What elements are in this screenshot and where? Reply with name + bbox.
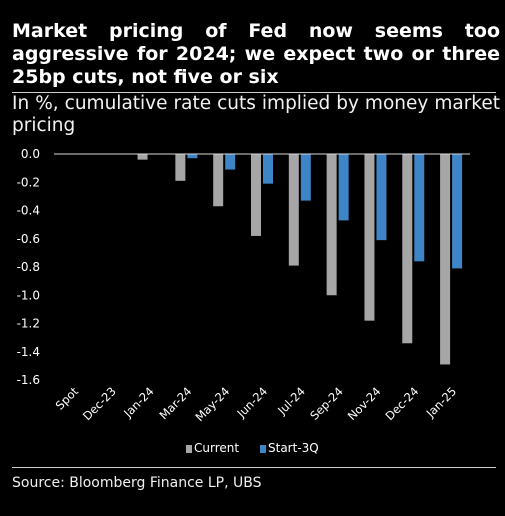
y-tick-label: -1.6 (17, 373, 40, 387)
x-tick-label: Jan-24 (120, 384, 156, 420)
y-tick-label: -1.4 (17, 345, 40, 359)
legend-swatch (260, 445, 266, 453)
bar-current (175, 154, 186, 181)
bar-start-3q (376, 154, 387, 241)
x-tick-label: Jul-24 (274, 384, 308, 418)
bar-start-3q (338, 154, 349, 221)
y-axis: 0.0 -0.2 -0.4 -0.6 -0.8 -1.0 -1.2 -1.4 -1.6 (17, 147, 40, 387)
legend: Current Start-3Q (186, 441, 319, 455)
bar-start-3q (187, 154, 198, 159)
bar-current (364, 154, 375, 321)
bar-current (288, 154, 299, 266)
bar-start-3q (414, 154, 425, 262)
bar-current (440, 154, 451, 365)
bar-start-3q (225, 154, 236, 170)
x-tick-label: Dec-23 (80, 384, 119, 423)
x-tick-label: Mar-24 (156, 384, 194, 422)
y-tick-label: 0.0 (21, 147, 40, 161)
bar-start-3q (452, 154, 463, 269)
bar-current (326, 154, 337, 296)
y-tick-label: -1.2 (17, 317, 40, 331)
x-tick-label: Spot (53, 384, 82, 413)
y-tick-label: -0.4 (17, 204, 40, 218)
y-tick-label: -0.2 (17, 175, 40, 189)
x-tick-label: Nov-24 (345, 384, 384, 423)
source-note: Source: Bloomberg Finance LP, UBS (12, 475, 262, 491)
legend-label: Start-3Q (268, 441, 319, 455)
y-tick-label: -0.8 (17, 260, 40, 274)
x-tick-label: May-24 (192, 384, 232, 424)
y-tick-label: -1.0 (17, 288, 40, 302)
x-tick-label: Jan-25 (423, 384, 459, 420)
x-tick-label: Dec-24 (382, 384, 421, 423)
bar-start-3q (263, 154, 273, 184)
x-tick-label: Jun-24 (234, 384, 271, 421)
bar-current (402, 154, 413, 344)
bar-current (137, 154, 148, 160)
bar-current (213, 154, 224, 207)
x-tick-label: Sep-24 (307, 384, 346, 423)
legend-label: Current (194, 441, 239, 455)
bar-start-3q (300, 154, 311, 201)
chart-subtitle: In %, cumulative rate cuts implied by mo… (12, 93, 500, 136)
chart-title: Market pricing of Fed now seems too aggr… (12, 20, 500, 88)
bar-marks (54, 153, 470, 365)
bar-current (251, 154, 261, 236)
y-tick-label: -0.6 (17, 232, 40, 246)
title-divider (12, 92, 496, 93)
bar-chart: 0.0 -0.2 -0.4 -0.6 -0.8 -1.0 -1.2 -1.4 -1.6 Spot… (17, 147, 470, 455)
source-divider (12, 467, 496, 468)
legend-swatch (186, 445, 192, 453)
